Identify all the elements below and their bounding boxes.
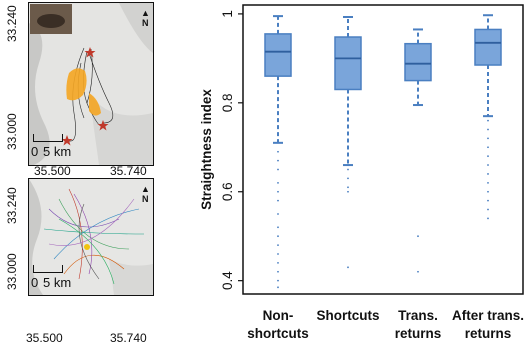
scale-zero-label: 0 xyxy=(31,144,39,159)
outlier-point xyxy=(277,181,279,184)
outlier-point xyxy=(487,199,489,202)
map-bottom-x-tick: 35.500 xyxy=(26,331,63,345)
y-tick-label: 0.4 xyxy=(220,271,235,290)
map-top-x-tick: 35.500 xyxy=(34,164,71,178)
outlier-point xyxy=(347,266,349,269)
outlier-point xyxy=(277,261,279,264)
outlier-point xyxy=(277,213,279,215)
outlier-point xyxy=(277,159,279,162)
outlier-point xyxy=(277,244,279,246)
x-category-label: returns xyxy=(465,326,512,341)
plot-area: 0.4 0.6 0.8 1 Non-shortcuts Shortcuts Trans. re… xyxy=(220,4,524,341)
outlier-point xyxy=(347,186,349,189)
plot-frame xyxy=(242,4,524,295)
north-label: N xyxy=(142,18,149,28)
highlight-track xyxy=(66,68,101,116)
box xyxy=(334,36,362,91)
outlier-point xyxy=(277,270,279,273)
map-bottom-y-tick: 33.240 xyxy=(5,187,19,224)
scale-label: 5 km xyxy=(43,144,72,159)
map-bottom-y-tick: 33.000 xyxy=(5,253,19,290)
outlier-point xyxy=(487,164,489,166)
outlier-point xyxy=(487,190,489,193)
outlier-point xyxy=(487,119,489,122)
north-arrow-icon: ▲ xyxy=(141,8,150,18)
outlier-point xyxy=(487,173,489,175)
outlier-point xyxy=(487,137,489,140)
map-terrain-top xyxy=(29,3,153,165)
x-category-label: shortcuts xyxy=(247,326,309,341)
outlier-point xyxy=(277,253,279,255)
box xyxy=(474,28,502,66)
y-tick-label: 1 xyxy=(220,10,235,18)
outlier-point xyxy=(347,168,349,171)
outlier-point xyxy=(277,190,279,193)
map-panel-top: ▲ N 0 5 km xyxy=(28,2,154,166)
map-top-y-tick: 33.000 xyxy=(5,113,19,150)
outlier-point xyxy=(487,217,489,220)
outlier-point xyxy=(277,150,279,153)
north-label: N xyxy=(142,194,149,204)
outlier-point xyxy=(277,199,279,202)
outlier-point xyxy=(277,279,279,282)
x-category-label: After trans. xyxy=(452,308,524,323)
x-category-label: Non- xyxy=(263,308,294,323)
outlier-point xyxy=(487,155,489,158)
scale-bar xyxy=(33,265,63,273)
scale-label: 5 km xyxy=(43,275,72,290)
box xyxy=(404,42,432,82)
y-axis-title-group: Straightness index xyxy=(199,89,214,210)
outlier-point xyxy=(347,177,349,180)
map-terrain-bottom xyxy=(29,179,153,295)
box xyxy=(264,33,292,77)
outlier-point xyxy=(417,235,419,238)
multi-tracks xyxy=(43,188,145,285)
north-arrow-icon: ▲ xyxy=(141,184,150,194)
x-category-label: Trans. xyxy=(398,308,438,323)
map-top-y-tick: 33.240 xyxy=(5,5,19,42)
map-panel-bottom: ▲ N 0 5 km xyxy=(28,178,154,296)
star-markers xyxy=(61,47,109,146)
scale-bar xyxy=(33,134,63,142)
y-axis-title: Straightness index xyxy=(199,89,214,210)
box-plot-svg: Straightness index 0.4 0.6 0.8 1 Non-shortcu… xyxy=(199,4,524,341)
outlier-point xyxy=(417,270,419,273)
x-category-label: Shortcuts xyxy=(316,308,379,323)
y-tick-label: 0.6 xyxy=(220,182,235,201)
x-category-label: returns xyxy=(395,326,442,341)
map-bottom-x-tick: 35.740 xyxy=(110,331,147,345)
box-plot: Straightness index 0.4 0.6 0.8 1 Non-shortcu… xyxy=(195,0,527,349)
outlier-point xyxy=(487,181,489,184)
outlier-point xyxy=(277,235,279,238)
y-tick-label: 0.8 xyxy=(220,93,235,112)
outlier-point xyxy=(487,208,489,211)
outlier-point xyxy=(487,128,489,131)
scale-zero-label: 0 xyxy=(31,275,39,290)
outlier-point xyxy=(277,286,279,289)
outlier-point xyxy=(277,226,279,229)
outlier-point xyxy=(347,190,349,193)
outlier-point xyxy=(277,168,279,171)
map-top-x-tick: 35.740 xyxy=(110,164,147,178)
outlier-point xyxy=(487,146,489,149)
